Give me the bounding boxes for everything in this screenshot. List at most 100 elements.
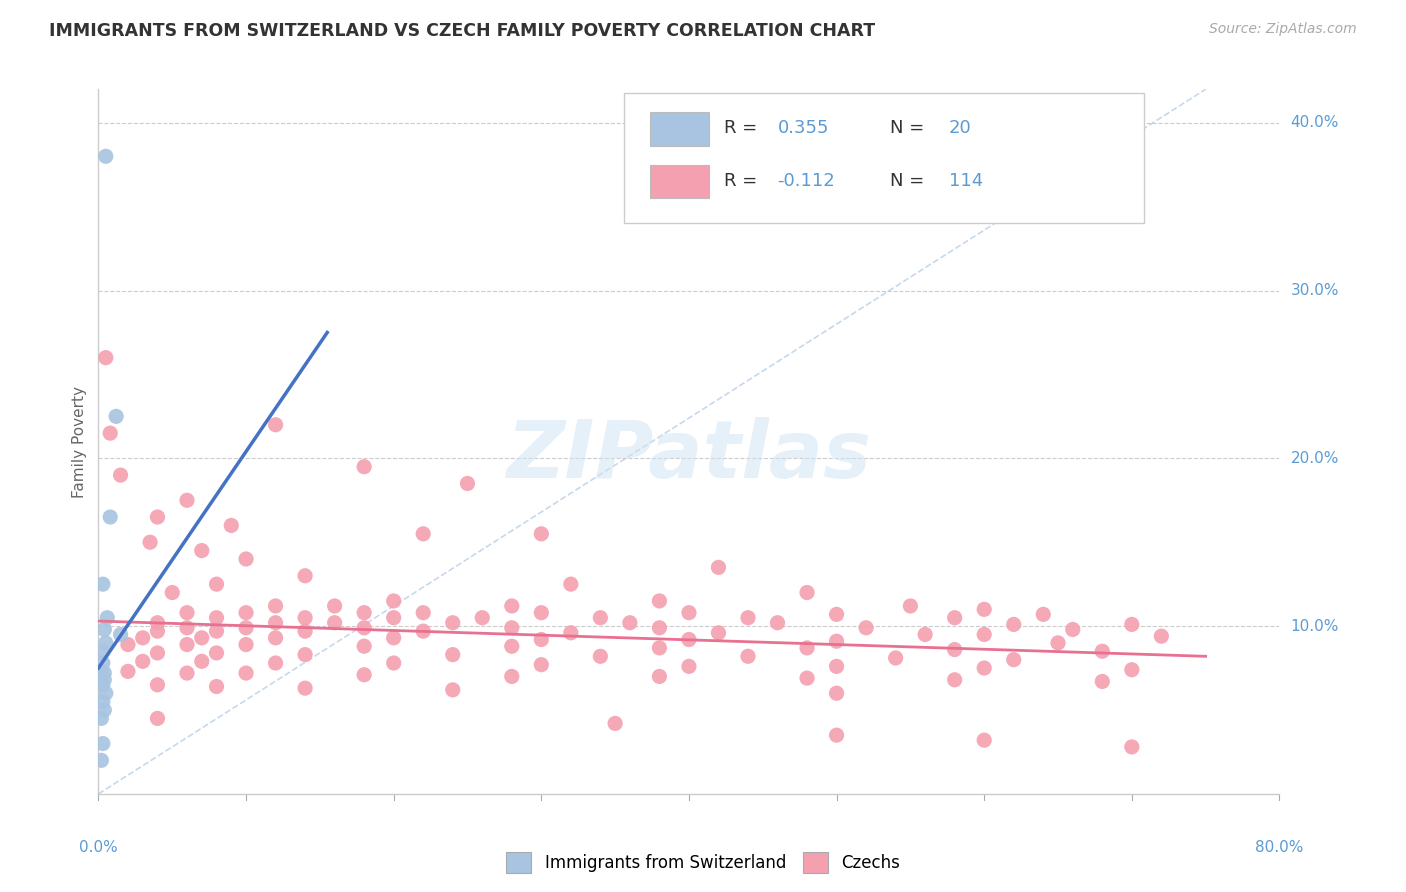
Y-axis label: Family Poverty: Family Poverty (72, 385, 87, 498)
Point (796, 640, 818, 655)
Point (855, 621, 877, 635)
Point (205, 611, 228, 625)
Point (1002, 617, 1025, 632)
Point (884, 651, 907, 665)
Point (441, 648, 464, 662)
Point (1032, 607, 1054, 622)
Point (1150, 629, 1173, 643)
Point (619, 615, 641, 630)
Point (96, 611, 118, 625)
Point (98, 426, 121, 441)
Point (146, 624, 169, 639)
Point (1121, 663, 1143, 677)
Point (294, 681, 316, 696)
Text: R =: R = (724, 172, 763, 190)
Legend: Immigrants from Switzerland, Czechs: Immigrants from Switzerland, Czechs (499, 846, 907, 880)
Point (825, 728, 848, 742)
Point (589, 611, 612, 625)
Point (1091, 644, 1114, 658)
Point (94, 149, 117, 163)
Point (294, 611, 316, 625)
Point (117, 665, 139, 679)
Point (943, 611, 966, 625)
Point (707, 560, 730, 574)
Point (264, 631, 287, 645)
Point (825, 607, 848, 622)
Text: 0.0%: 0.0% (79, 840, 118, 855)
Point (91, 678, 114, 692)
Point (605, 716, 627, 731)
Point (1091, 674, 1114, 689)
Point (353, 621, 375, 635)
Point (707, 625, 730, 640)
Point (264, 656, 287, 670)
Text: 80.0%: 80.0% (1256, 840, 1303, 855)
Point (117, 638, 139, 652)
Point (1121, 617, 1143, 632)
Point (90, 666, 112, 681)
Point (382, 611, 405, 625)
Point (530, 657, 553, 672)
Point (93, 666, 115, 681)
Point (205, 646, 228, 660)
Bar (650, 112, 709, 145)
Text: 10.0%: 10.0% (1291, 618, 1339, 633)
Point (353, 606, 375, 620)
Point (235, 638, 257, 652)
Point (176, 621, 198, 635)
Text: N =: N = (890, 172, 929, 190)
Point (90, 753, 112, 767)
Point (412, 606, 434, 620)
Point (176, 606, 198, 620)
Point (825, 659, 848, 673)
Point (678, 606, 700, 620)
Point (323, 599, 346, 613)
Point (264, 417, 287, 432)
Point (648, 621, 671, 635)
Point (412, 624, 434, 639)
Point (91, 737, 114, 751)
Point (146, 678, 169, 692)
Point (162, 585, 183, 599)
Point (973, 627, 995, 641)
Point (501, 669, 523, 683)
Point (530, 632, 553, 647)
Point (353, 667, 375, 681)
Text: 114: 114 (949, 172, 983, 190)
Point (91, 656, 114, 670)
Point (235, 606, 257, 620)
Text: IMMIGRANTS FROM SWITZERLAND VS CZECH FAMILY POVERTY CORRELATION CHART: IMMIGRANTS FROM SWITZERLAND VS CZECH FAM… (49, 22, 876, 40)
Point (205, 624, 228, 639)
Point (796, 585, 818, 599)
Text: 40.0%: 40.0% (1291, 115, 1339, 130)
Point (132, 654, 155, 668)
Point (191, 543, 214, 558)
Point (90, 711, 112, 725)
Text: N =: N = (890, 119, 929, 137)
Text: 20.0%: 20.0% (1291, 450, 1339, 466)
Text: Source: ZipAtlas.com: Source: ZipAtlas.com (1209, 22, 1357, 37)
Point (1002, 653, 1025, 667)
Text: ZIPatlas: ZIPatlas (506, 417, 872, 495)
Point (294, 648, 316, 662)
Point (110, 468, 132, 483)
Point (530, 526, 553, 541)
Point (264, 599, 287, 613)
Point (382, 631, 405, 645)
Point (973, 661, 995, 675)
Point (264, 615, 287, 630)
Point (1121, 739, 1143, 754)
Point (441, 682, 464, 697)
Point (205, 577, 228, 591)
Point (560, 577, 582, 591)
Point (176, 493, 198, 508)
Point (139, 535, 162, 549)
Point (648, 594, 671, 608)
Point (323, 615, 346, 630)
Point (1046, 636, 1070, 650)
Point (235, 621, 257, 635)
Point (648, 669, 671, 683)
Point (943, 673, 966, 687)
Point (176, 638, 198, 652)
Point (94, 686, 117, 700)
